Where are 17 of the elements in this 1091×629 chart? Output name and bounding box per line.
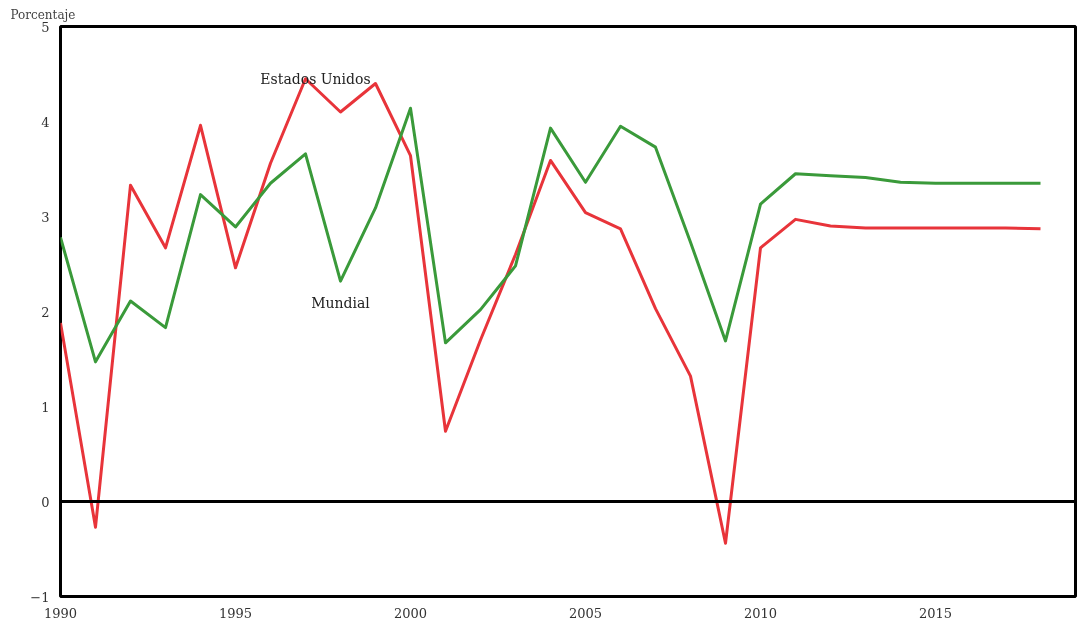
x-tick-label: 1995: [218, 605, 253, 621]
x-tick-label: 2000: [393, 605, 428, 621]
y-tick-label: 0: [41, 494, 50, 510]
y-tick-label: 2: [41, 304, 50, 320]
y-tick-label: −1: [30, 589, 50, 605]
y-tick-label: 1: [41, 399, 50, 415]
y-tick-label: 3: [41, 209, 50, 225]
y-axis-title: Porcentaje: [10, 7, 76, 22]
y-tick-label: 4: [41, 114, 50, 130]
y-tick-label: 5: [41, 19, 50, 35]
series-label: Estados Unidos: [260, 71, 371, 87]
line-series: [60, 106, 1042, 364]
series-label: Mundial: [311, 295, 371, 312]
x-tick-label: 1990: [43, 605, 78, 621]
x-tick-label: 2005: [568, 605, 603, 621]
x-tick-label: 2010: [743, 605, 778, 621]
x-tick-label: 2015: [918, 605, 953, 621]
